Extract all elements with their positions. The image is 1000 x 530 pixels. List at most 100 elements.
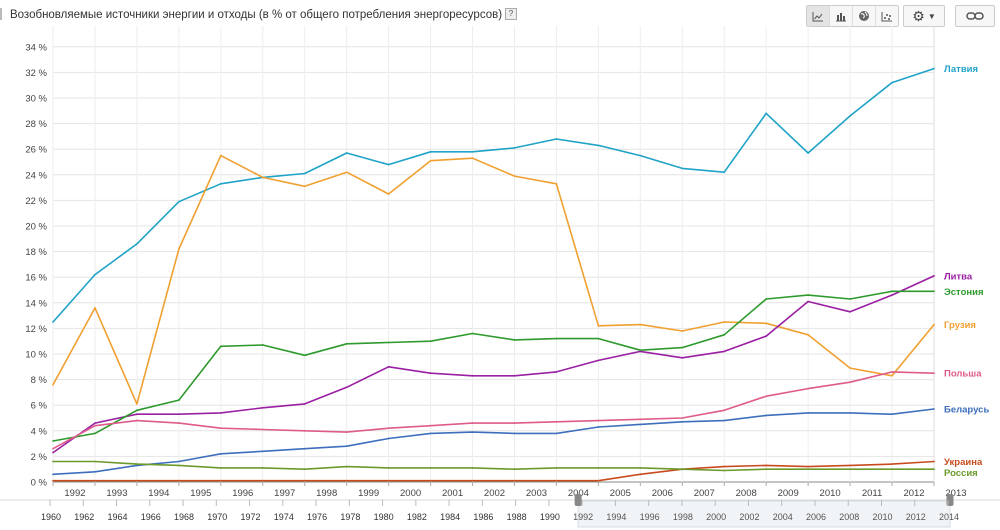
series-line[interactable] bbox=[52, 408, 935, 476]
data-point[interactable] bbox=[429, 479, 432, 482]
data-point[interactable] bbox=[513, 175, 516, 177]
data-point[interactable] bbox=[639, 473, 642, 476]
data-point[interactable] bbox=[681, 420, 684, 423]
data-point[interactable] bbox=[261, 479, 264, 482]
data-point[interactable] bbox=[639, 323, 642, 326]
data-point[interactable] bbox=[261, 406, 264, 409]
data-point[interactable] bbox=[807, 468, 810, 471]
data-point[interactable] bbox=[513, 468, 516, 471]
data-point[interactable] bbox=[513, 432, 516, 435]
data-point[interactable] bbox=[345, 152, 348, 154]
data-point[interactable] bbox=[513, 339, 516, 341]
data-point[interactable] bbox=[177, 413, 180, 416]
data-point[interactable] bbox=[52, 451, 54, 454]
data-point[interactable] bbox=[303, 403, 306, 405]
map-view-button[interactable] bbox=[853, 6, 876, 26]
data-point[interactable] bbox=[471, 374, 474, 377]
data-point[interactable] bbox=[429, 432, 432, 435]
data-point[interactable] bbox=[681, 468, 684, 471]
data-point[interactable] bbox=[387, 365, 390, 368]
data-point[interactable] bbox=[765, 298, 768, 300]
data-point[interactable] bbox=[219, 345, 222, 348]
data-point[interactable] bbox=[681, 330, 684, 332]
data-point[interactable] bbox=[52, 447, 54, 450]
data-point[interactable] bbox=[303, 354, 306, 357]
data-point[interactable] bbox=[345, 386, 348, 389]
data-point[interactable] bbox=[639, 418, 642, 421]
data-point[interactable] bbox=[555, 182, 558, 185]
data-point[interactable] bbox=[723, 419, 726, 422]
data-point[interactable] bbox=[261, 450, 264, 453]
data-point[interactable] bbox=[639, 423, 642, 426]
data-point[interactable] bbox=[261, 344, 264, 346]
data-point[interactable] bbox=[807, 411, 810, 414]
data-point[interactable] bbox=[597, 479, 600, 482]
data-point[interactable] bbox=[849, 367, 851, 369]
data-point[interactable] bbox=[933, 408, 935, 410]
data-point[interactable] bbox=[177, 248, 180, 250]
data-point[interactable] bbox=[849, 298, 851, 300]
scatter-view-button[interactable] bbox=[876, 6, 898, 26]
data-point[interactable] bbox=[177, 422, 180, 425]
data-point[interactable] bbox=[219, 452, 222, 455]
data-point[interactable] bbox=[261, 176, 264, 179]
data-point[interactable] bbox=[807, 300, 810, 303]
data-point[interactable] bbox=[345, 342, 348, 345]
data-point[interactable] bbox=[933, 67, 935, 70]
settings-button[interactable]: ⚙ ▼ bbox=[903, 5, 945, 27]
data-point[interactable] bbox=[177, 479, 180, 482]
data-point[interactable] bbox=[94, 479, 96, 482]
data-point[interactable] bbox=[387, 163, 390, 166]
data-point[interactable] bbox=[177, 464, 180, 467]
data-point[interactable] bbox=[891, 463, 893, 465]
data-point[interactable] bbox=[136, 479, 138, 482]
data-point[interactable] bbox=[94, 422, 96, 425]
data-point[interactable] bbox=[765, 464, 768, 467]
data-point[interactable] bbox=[639, 154, 642, 157]
data-point[interactable] bbox=[387, 341, 390, 344]
data-point[interactable] bbox=[849, 411, 851, 414]
data-point[interactable] bbox=[429, 150, 432, 153]
data-point[interactable] bbox=[765, 322, 768, 325]
data-point[interactable] bbox=[303, 429, 306, 432]
data-point[interactable] bbox=[807, 294, 810, 297]
data-point[interactable] bbox=[94, 424, 96, 427]
data-point[interactable] bbox=[807, 152, 810, 154]
data-point[interactable] bbox=[555, 432, 558, 435]
data-point[interactable] bbox=[597, 324, 600, 327]
data-point[interactable] bbox=[681, 346, 684, 349]
data-point[interactable] bbox=[597, 467, 600, 469]
data-point[interactable] bbox=[513, 422, 516, 425]
data-point[interactable] bbox=[891, 290, 893, 293]
data-point[interactable] bbox=[807, 465, 810, 468]
data-point[interactable] bbox=[387, 193, 390, 195]
data-point[interactable] bbox=[136, 463, 138, 465]
bar-chart-view-button[interactable] bbox=[830, 6, 853, 26]
data-point[interactable] bbox=[555, 371, 558, 373]
timeline-slider[interactable]: 1960 1962 1964 1966 1968 1970 1972 1974 1976 1978… bbox=[0, 494, 1000, 528]
data-point[interactable] bbox=[471, 479, 474, 482]
timeline-handle-start[interactable] bbox=[574, 494, 582, 506]
data-point[interactable] bbox=[891, 294, 893, 297]
data-point[interactable] bbox=[849, 310, 851, 313]
data-point[interactable] bbox=[303, 468, 306, 471]
data-point[interactable] bbox=[219, 479, 222, 482]
data-point[interactable] bbox=[597, 337, 600, 340]
timeline-selected-range[interactable] bbox=[577, 500, 951, 528]
data-point[interactable] bbox=[52, 321, 54, 323]
data-point[interactable] bbox=[555, 420, 558, 423]
data-point[interactable] bbox=[471, 332, 474, 335]
data-point[interactable] bbox=[597, 144, 600, 147]
data-point[interactable] bbox=[177, 399, 180, 401]
data-point[interactable] bbox=[891, 468, 893, 471]
data-point[interactable] bbox=[136, 419, 138, 422]
data-point[interactable] bbox=[597, 426, 600, 428]
data-point[interactable] bbox=[136, 243, 138, 245]
data-point[interactable] bbox=[219, 154, 222, 157]
data-point[interactable] bbox=[639, 350, 642, 353]
data-point[interactable] bbox=[933, 460, 935, 463]
data-point[interactable] bbox=[387, 437, 390, 440]
series-line[interactable] bbox=[52, 154, 935, 405]
data-point[interactable] bbox=[765, 395, 768, 398]
data-point[interactable] bbox=[765, 112, 768, 115]
